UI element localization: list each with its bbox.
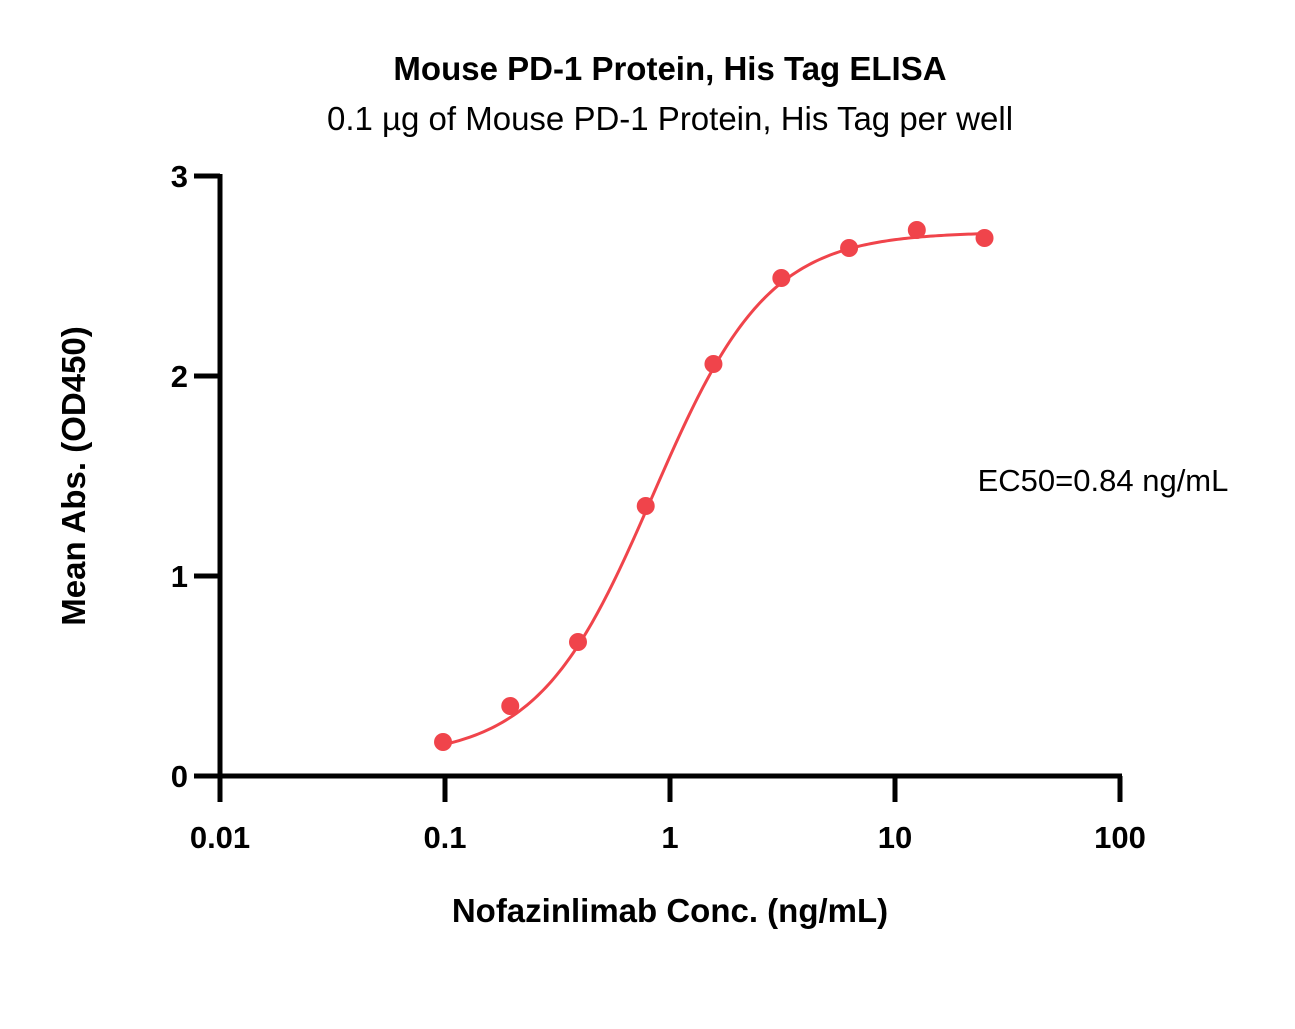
y-tick-label: 1: [171, 559, 188, 594]
data-point: [434, 733, 453, 751]
data-point: [975, 229, 994, 247]
data-point: [501, 697, 520, 715]
data-point: [840, 239, 859, 257]
x-tick-label: 0.01: [190, 820, 250, 855]
y-tick-label: 0: [171, 759, 188, 794]
chart-title: Mouse PD-1 Protein, His Tag ELISA: [393, 50, 946, 87]
x-axis-title: Nofazinlimab Conc. (ng/mL): [452, 892, 888, 929]
y-tick-label: 3: [171, 159, 188, 194]
data-point: [772, 269, 791, 287]
axes: [194, 173, 1123, 802]
data-point: [636, 497, 655, 515]
x-tick-label: 100: [1094, 820, 1146, 855]
chart-subtitle: 0.1 µg of Mouse PD-1 Protein, His Tag pe…: [327, 100, 1013, 137]
x-tick-label: 1: [661, 820, 678, 855]
data-point: [907, 221, 926, 239]
x-tick-label: 0.1: [423, 820, 466, 855]
data-point: [704, 355, 723, 373]
data-point: [568, 633, 587, 651]
fit-curve: [442, 232, 985, 747]
ec50-annotation: EC50=0.84 ng/mL: [978, 463, 1229, 498]
x-tick-label: 10: [878, 820, 912, 855]
data-points: [434, 221, 994, 751]
tick-labels: 0 1 2 3 0.01 0.1 1 10 100: [171, 159, 1146, 855]
y-tick-label: 2: [171, 359, 188, 394]
y-axis-title: Mean Abs. (OD450): [55, 326, 92, 626]
